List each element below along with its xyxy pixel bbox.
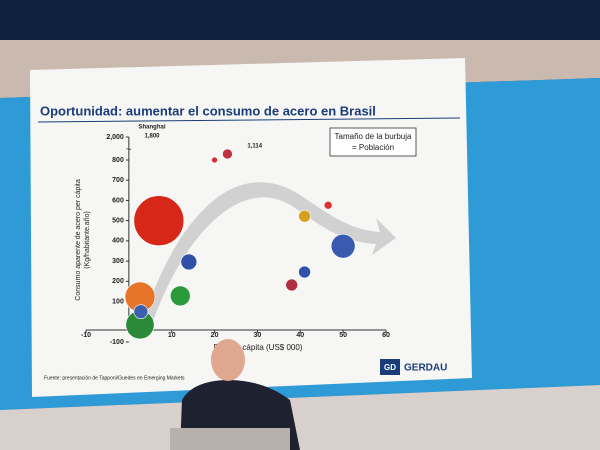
speaker-head <box>211 339 245 381</box>
title-rule <box>37 117 461 123</box>
y-tick-label: 100 <box>112 298 124 305</box>
bubble <box>222 148 233 160</box>
podium <box>170 428 290 450</box>
bubble <box>323 200 333 210</box>
y-axis-label: Consumo aparente de acero per cápita <box>75 179 82 301</box>
legend-text: Tamaño de la burbuja <box>335 132 412 141</box>
legend-text: = Población <box>352 143 394 152</box>
y-tick-label: -100 <box>110 339 124 346</box>
y-tick-label: 2,000 <box>106 134 124 141</box>
trend-arrow <box>140 182 396 330</box>
legend-box <box>329 127 417 157</box>
bubble <box>330 233 356 259</box>
annotation: 1,800 <box>144 134 160 140</box>
bubble <box>211 156 218 164</box>
y-tick-label: 800 <box>112 157 124 164</box>
x-tick-label: 50 <box>339 332 347 339</box>
y-tick-label: 300 <box>112 258 124 265</box>
source: Fuente: presentación de Tapponi/Guedes e… <box>44 375 185 381</box>
logo-mark: GD <box>384 363 396 372</box>
y-tick-label: 400 <box>112 238 124 245</box>
axis-break: ~ <box>126 145 132 156</box>
ceiling <box>0 0 600 40</box>
chart-title: Oportunidad: aumentar el consumo de acer… <box>40 103 376 118</box>
bubble <box>298 265 311 279</box>
x-tick-label: 40 <box>296 332 304 339</box>
y-axis-label: (Kg/habitante.año) <box>84 211 91 269</box>
bubble <box>285 278 299 292</box>
x-tick-label: 10 <box>168 332 176 339</box>
y-tick-label: 700 <box>112 177 124 184</box>
bubble <box>180 253 198 271</box>
annotation: Shanghai <box>138 125 165 131</box>
logo-name: GERDAU <box>404 363 447 374</box>
x-axis-label: PIB per cápita (US$ 000) <box>214 343 303 352</box>
y-tick-label: 600 <box>112 197 124 204</box>
bubble <box>133 304 149 319</box>
bubble <box>169 285 191 307</box>
x-tick-label: -10 <box>81 332 91 339</box>
data-label: 1,114 <box>247 144 262 150</box>
x-tick-label: 60 <box>382 332 390 339</box>
y-tick-label: 200 <box>112 278 124 285</box>
plot: ~ -100 100 200 300 400 500 600 700 800 2,000 -10 10 2… <box>75 125 390 353</box>
bubble <box>298 209 311 223</box>
bubble <box>133 195 185 246</box>
y-tick-label: 500 <box>112 218 124 225</box>
x-tick-label: 30 <box>254 332 262 339</box>
stage <box>0 385 600 450</box>
x-tick-label: 20 <box>211 332 219 339</box>
logo-box <box>380 359 400 375</box>
